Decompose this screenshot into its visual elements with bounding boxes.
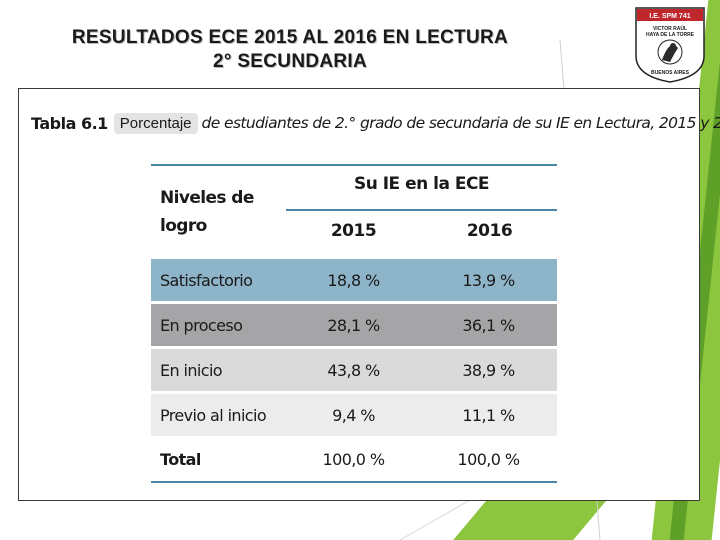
caption-text: de estudiantes de 2.° grado de secundari… (201, 114, 720, 132)
row-label: Total (160, 449, 201, 469)
logo-top-text: I.E. SPM 741 (649, 13, 690, 20)
table-caption: Tabla 6.1 Porcentaje de estudiantes de 2… (31, 109, 720, 137)
table-image-panel: Tabla 6.1 Porcentaje de estudiantes de 2… (18, 88, 720, 501)
slide-title-line-2: 2° SECUNDARIA (212, 51, 368, 72)
header-niveles: Niveles de logro (160, 188, 254, 236)
table-top-rule (151, 164, 557, 166)
row-label: Satisfactorio (160, 270, 253, 290)
table-bottom-rule (151, 481, 557, 483)
slide-title: RESULTADOS ECE 2015 AL 2016 EN LECTURA 2… (10, 26, 570, 74)
row-label: En proceso (160, 315, 243, 335)
caption-chip: Porcentaje (113, 112, 198, 134)
cell-2016: 36,1 % (462, 315, 515, 335)
logo-arc-text-2: HAYA DE LA TORRE (646, 32, 695, 38)
header-group: Su IE en la ECE (353, 174, 490, 194)
cell-2015: 9,4 % (332, 405, 375, 425)
cell-2015: 18,8 % (327, 270, 380, 290)
row-label: Previo al inicio (160, 405, 267, 425)
header-year-2016: 2016 (466, 221, 513, 241)
table-row-satisfactorio: Satisfactorio 18,8 % 13,9 % (151, 259, 557, 301)
cell-2015: 28,1 % (327, 315, 380, 335)
table-row-total: Total 100,0 % 100,0 % (151, 439, 557, 479)
cell-2015: 43,8 % (327, 360, 380, 380)
school-logo: I.E. SPM 741 VICTOR RAÚL HAYA DE LA TORR… (632, 4, 708, 84)
caption-label: Tabla 6.1 (31, 113, 108, 133)
logo-arc-text: VICTOR RAÚL (653, 25, 687, 32)
cell-2016: 11,1 % (462, 405, 515, 425)
row-label: En inicio (160, 360, 223, 380)
school-crest-icon: I.E. SPM 741 VICTOR RAÚL HAYA DE LA TORR… (635, 7, 705, 83)
header-year-2015: 2015 (330, 221, 377, 241)
header-group-rule (286, 209, 557, 211)
cell-2016: 38,9 % (462, 360, 515, 380)
cell-2016: 100,0 % (457, 449, 521, 469)
table-row-en-inicio: En inicio 43,8 % 38,9 % (151, 349, 557, 391)
table-header: Niveles de logro Su IE en la ECE 2015 20… (151, 166, 557, 256)
cell-2016: 13,9 % (462, 270, 515, 290)
slide-title-line-1: RESULTADOS ECE 2015 AL 2016 EN LECTURA (71, 27, 509, 48)
cell-2015: 100,0 % (322, 449, 386, 469)
table-row-en-proceso: En proceso 28,1 % 36,1 % (151, 304, 557, 346)
logo-bottom-text: BUENOS AIRES (651, 70, 690, 76)
results-table: Niveles de logro Su IE en la ECE 2015 20… (151, 164, 557, 483)
table-row-previo-al-inicio: Previo al inicio 9,4 % 11,1 % (151, 394, 557, 436)
